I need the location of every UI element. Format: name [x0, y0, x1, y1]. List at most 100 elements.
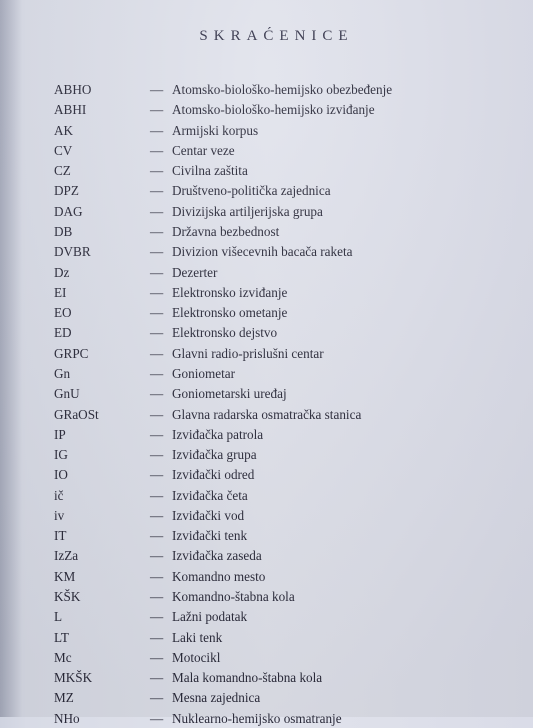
dash-separator: — — [150, 507, 172, 525]
abbr-row: EO—Elektronsko ometanje — [54, 304, 499, 322]
abbr-row: KŠK—Komandno-štabna kola — [54, 588, 499, 606]
abbr-row: GRPC—Glavni radio-prislušni centar — [54, 345, 499, 363]
abbr-code: MKŠK — [54, 669, 150, 687]
abbr-code: Gn — [54, 365, 150, 383]
dash-separator: — — [150, 203, 172, 221]
abbr-row: L—Lažni podatak — [54, 608, 499, 626]
abbr-code: DPZ — [54, 182, 150, 200]
abbr-row: NHo—Nuklearno-hemijsko osmatranje — [54, 710, 499, 728]
dash-separator: — — [150, 81, 172, 99]
dash-separator: — — [150, 568, 172, 586]
abbr-code: DB — [54, 223, 150, 241]
abbr-code: ABHO — [54, 81, 150, 99]
abbr-row: GRaOSt—Glavna radarska osmatračka stanic… — [54, 406, 499, 424]
abbr-code: Dz — [54, 264, 150, 282]
abbr-code: DAG — [54, 203, 150, 221]
dash-separator: — — [150, 588, 172, 606]
abbr-code: AK — [54, 122, 150, 140]
dash-separator: — — [150, 426, 172, 444]
abbr-definition: Armijski korpus — [172, 122, 499, 140]
abbr-row: EI—Elektronsko izviđanje — [54, 284, 499, 302]
dash-separator: — — [150, 142, 172, 160]
abbr-definition: Laki tenk — [172, 629, 499, 647]
abbr-definition: Divizion višecevnih bacača raketa — [172, 243, 499, 261]
dash-separator: — — [150, 122, 172, 140]
abbr-row: MKŠK—Mala komandno-štabna kola — [54, 669, 499, 687]
abbr-row: ABHI—Atomsko-biološko-hemijsko izviđanje — [54, 101, 499, 119]
abbr-row: DAG—Divizijska artiljerijska grupa — [54, 203, 499, 221]
abbreviation-list: ABHO—Atomsko-biološko-hemijsko obezbeđen… — [54, 81, 499, 728]
abbr-code: LT — [54, 629, 150, 647]
dash-separator: — — [150, 101, 172, 119]
abbr-definition: Izviđački odred — [172, 466, 499, 484]
abbr-code: ič — [54, 487, 150, 505]
dash-separator: — — [150, 365, 172, 383]
abbr-code: CV — [54, 142, 150, 160]
abbr-row: MZ—Mesna zajednica — [54, 689, 499, 707]
abbr-definition: Atomsko-biološko-hemijsko izviđanje — [172, 101, 499, 119]
abbr-code: MZ — [54, 689, 150, 707]
abbr-row: Mc—Motocikl — [54, 649, 499, 667]
abbr-row: IG—Izviđačka grupa — [54, 446, 499, 464]
abbr-row: LT—Laki tenk — [54, 629, 499, 647]
abbr-definition: Motocikl — [172, 649, 499, 667]
dash-separator: — — [150, 304, 172, 322]
abbr-code: KM — [54, 568, 150, 586]
dash-separator: — — [150, 649, 172, 667]
abbr-definition: Dezerter — [172, 264, 499, 282]
dash-separator: — — [150, 324, 172, 342]
abbr-definition: Državna bezbednost — [172, 223, 499, 241]
abbr-definition: Mesna zajednica — [172, 689, 499, 707]
abbr-definition: Centar veze — [172, 142, 499, 160]
abbr-row: GnU—Goniometarski uređaj — [54, 385, 499, 403]
abbr-code: IzZa — [54, 547, 150, 565]
abbr-definition: Mala komandno-štabna kola — [172, 669, 499, 687]
abbr-code: ABHI — [54, 101, 150, 119]
abbr-definition: Izviđačka četa — [172, 487, 499, 505]
abbr-code: IG — [54, 446, 150, 464]
abbr-definition: Goniometar — [172, 365, 499, 383]
abbr-definition: Nuklearno-hemijsko osmatranje — [172, 710, 499, 728]
abbr-row: KM—Komandno mesto — [54, 568, 499, 586]
abbr-row: ABHO—Atomsko-biološko-hemijsko obezbeđen… — [54, 81, 499, 99]
abbr-row: Gn—Goniometar — [54, 365, 499, 383]
abbr-row: ED—Elektronsko dejstvo — [54, 324, 499, 342]
abbr-code: GRPC — [54, 345, 150, 363]
abbr-definition: Atomsko-biološko-hemijsko obezbeđenje — [172, 81, 499, 99]
abbr-row: AK—Armijski korpus — [54, 122, 499, 140]
abbr-definition: Glavna radarska osmatračka stanica — [172, 406, 499, 424]
abbr-row: DB—Državna bezbednost — [54, 223, 499, 241]
abbr-definition: Izviđački tenk — [172, 527, 499, 545]
abbr-code: KŠK — [54, 588, 150, 606]
dash-separator: — — [150, 547, 172, 565]
abbr-row: iv—Izviđački vod — [54, 507, 499, 525]
dash-separator: — — [150, 223, 172, 241]
dash-separator: — — [150, 243, 172, 261]
abbr-definition: Lažni podatak — [172, 608, 499, 626]
abbr-definition: Goniometarski uređaj — [172, 385, 499, 403]
abbr-definition: Elektronsko ometanje — [172, 304, 499, 322]
abbr-row: CV—Centar veze — [54, 142, 499, 160]
abbr-code: CZ — [54, 162, 150, 180]
abbr-code: EI — [54, 284, 150, 302]
dash-separator: — — [150, 527, 172, 545]
abbr-definition: Komandno mesto — [172, 568, 499, 586]
abbr-definition: Izviđačka zaseda — [172, 547, 499, 565]
dash-separator: — — [150, 162, 172, 180]
abbr-code: IT — [54, 527, 150, 545]
abbr-code: EO — [54, 304, 150, 322]
abbr-code: L — [54, 608, 150, 626]
abbr-row: Dz—Dezerter — [54, 264, 499, 282]
dash-separator: — — [150, 446, 172, 464]
dash-separator: — — [150, 669, 172, 687]
abbr-definition: Komandno-štabna kola — [172, 588, 499, 606]
abbr-row: IT—Izviđački tenk — [54, 527, 499, 545]
abbr-row: CZ—Civilna zaštita — [54, 162, 499, 180]
page-title: SKRAĆENICE — [54, 28, 499, 45]
dash-separator: — — [150, 689, 172, 707]
abbr-definition: Izviđačka grupa — [172, 446, 499, 464]
abbr-definition: Glavni radio-prislušni centar — [172, 345, 499, 363]
abbr-code: iv — [54, 507, 150, 525]
dash-separator: — — [150, 385, 172, 403]
document-page: SKRAĆENICE ABHO—Atomsko-biološko-hemijsk… — [0, 0, 533, 717]
